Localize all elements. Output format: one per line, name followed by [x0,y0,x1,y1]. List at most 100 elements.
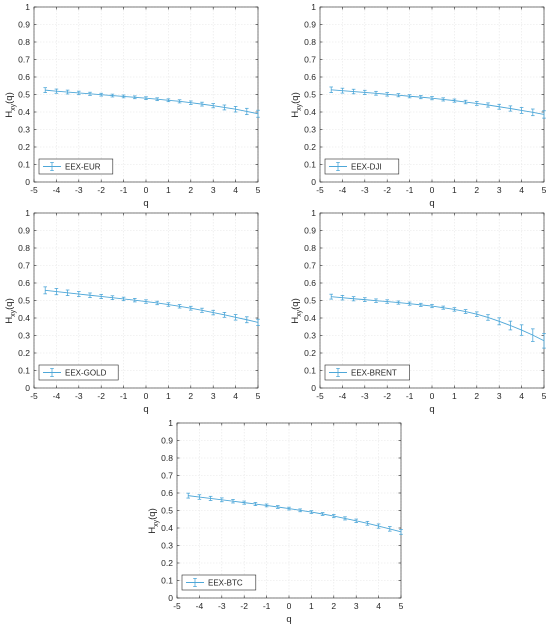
error-bar [329,86,333,93]
error-bar [189,305,193,311]
y-axis-label: Hxy(q) [4,298,17,324]
y-tick-label: 0 [25,383,30,393]
error-bar [486,102,490,108]
error-bar [542,332,546,349]
x-tick-label: -2 [383,185,391,195]
x-axis-label: q [143,198,148,209]
error-bar [256,318,260,326]
x-tick-label: 1 [166,391,171,401]
error-bar [463,309,468,314]
x-tick-label: 4 [519,391,524,401]
x-tick-label: -5 [30,391,38,401]
y-tick-label: 1 [168,418,173,428]
y-axis-label-tail: (q) [4,298,15,310]
error-bar [298,508,302,513]
series-line [45,89,259,115]
x-tick-label: 4 [233,391,238,401]
x-tick-label: -4 [53,391,61,401]
x-tick-label: -1 [120,391,128,401]
x-tick-label: -3 [75,185,83,195]
error-bar [354,518,358,523]
y-tick-label: 0 [311,177,316,187]
error-bar [385,92,389,97]
y-tick-label: 0 [311,383,316,393]
y-tick-label: 0.5 [304,90,316,100]
error-bar [497,317,501,326]
x-tick-label: -5 [173,601,181,611]
error-bar [376,523,381,529]
y-tick-label: 0.8 [18,37,30,47]
error-bar [200,307,204,313]
error-bar [110,295,115,301]
y-tick-label: 0.4 [161,523,173,533]
error-bar [121,94,126,99]
y-tick-label: 0.8 [304,37,316,47]
x-tick-label: 2 [474,391,479,401]
x-tick-label: -2 [240,601,248,611]
y-tick-label: 0.1 [161,576,173,586]
y-axis-label-subscript: xy [10,309,17,317]
legend-label: EEX-BTC [208,579,243,588]
x-tick-label: 5 [542,185,547,195]
y-tick-label: 0.7 [161,471,173,481]
y-tick-label: 0.7 [18,55,30,65]
x-tick-label: -1 [263,601,271,611]
y-axis-label-subscript: xy [296,309,303,317]
error-bar [77,291,81,297]
x-axis-label: q [429,198,434,209]
y-tick-label: 0.9 [161,436,173,446]
error-bar [407,94,412,99]
x-tick-label: 0 [430,185,435,195]
y-axis-label-main: H [4,111,15,118]
error-bar [88,292,92,298]
error-bar [396,93,401,98]
y-tick-label: 0.3 [304,125,316,135]
error-bar [452,98,457,103]
x-tick-label: -5 [316,185,324,195]
y-axis-label-tail: (q) [4,92,15,104]
y-tick-label: 0.1 [18,160,30,170]
error-bar [197,494,202,500]
y-axis-label-main: H [4,317,15,324]
error-bar [233,314,238,321]
error-bar [332,514,336,519]
error-bar [264,503,269,508]
x-tick-label: -5 [316,391,324,401]
y-axis-label: Hxy(q) [290,92,303,118]
y-tick-label: 0.1 [304,366,316,376]
y-axis-label-main: H [290,111,301,118]
error-bar [452,307,457,312]
x-tick-label: 3 [497,185,502,195]
error-bar [519,324,524,336]
legend-label: EEX-GOLD [65,369,107,378]
x-axis-label: q [286,614,291,625]
legend-box [38,364,119,381]
y-tick-label: 0.8 [18,243,30,253]
error-bar [65,289,70,297]
error-bar [399,529,403,535]
x-tick-label: 3 [354,601,359,611]
y-tick-label: 0.2 [161,558,173,568]
error-bar [189,100,193,105]
error-bar [99,293,103,299]
x-tick-label: 5 [399,601,404,611]
error-bar [211,103,215,109]
y-tick-label: 0.3 [304,331,316,341]
x-tick-label: 3 [211,391,216,401]
x-tick-label: 0 [144,185,149,195]
error-bar [497,103,501,110]
y-tick-label: 0.2 [304,142,316,152]
chart-panel-1: -5 -4 -3 -2 -1 0 1 2 3 4 5 0 0.1 0.2 0.3 0.4 0.5 0.6 0.7 0.… [4,2,261,209]
error-bar [351,88,356,95]
series-line [331,296,545,342]
y-tick-label: 1 [25,208,30,218]
error-bar [508,105,513,112]
x-tick-label: 1 [166,185,171,195]
error-bar [519,107,524,114]
x-tick-label: -3 [361,185,369,195]
error-bar [419,95,423,100]
error-bar [177,99,182,104]
error-bar [407,301,412,306]
error-bar [245,107,249,116]
